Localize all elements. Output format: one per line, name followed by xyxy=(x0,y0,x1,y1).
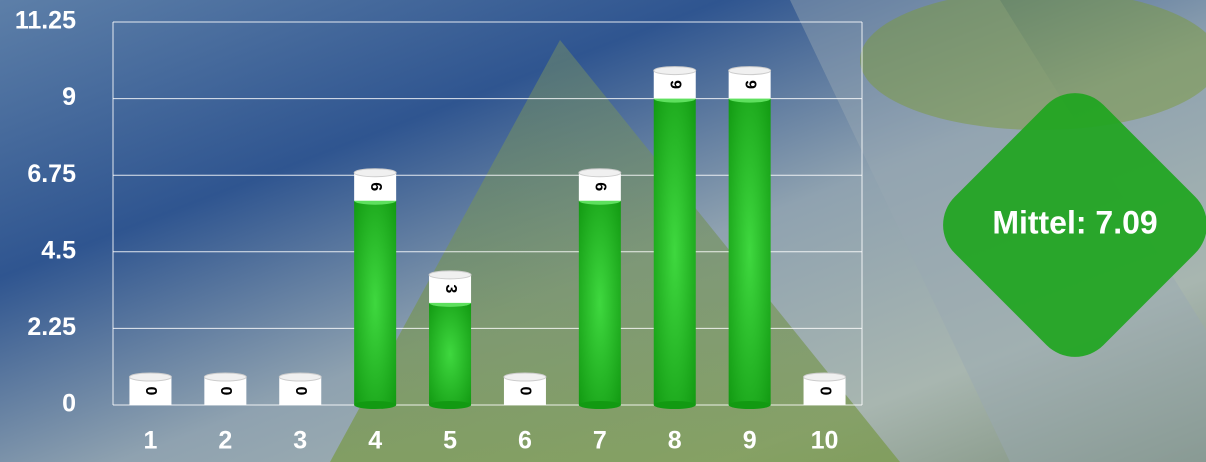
label-cap-top xyxy=(203,372,247,382)
bar xyxy=(728,98,771,405)
x-tick-label: 9 xyxy=(743,427,757,455)
label-cap-top xyxy=(503,372,547,382)
label-cap-top xyxy=(128,372,172,382)
y-tick-label: 4.5 xyxy=(41,236,76,264)
value-label: 6 xyxy=(367,182,384,191)
x-tick-label: 3 xyxy=(293,427,307,455)
y-tick-label: 0 xyxy=(62,390,76,418)
bar-base xyxy=(354,401,397,409)
bar xyxy=(578,200,621,405)
label-cap-top xyxy=(578,168,622,178)
label-cap-top xyxy=(278,372,322,382)
value-label: 9 xyxy=(741,80,758,89)
label-cap xyxy=(429,274,472,303)
y-tick-label: 6.75 xyxy=(27,160,76,188)
bar xyxy=(653,98,696,405)
mean-label: Mittel: 7.09 xyxy=(992,204,1157,240)
bar xyxy=(354,200,397,405)
x-tick-label: 6 xyxy=(518,427,532,455)
x-tick-label: 10 xyxy=(811,427,839,455)
x-tick-label: 2 xyxy=(218,427,232,455)
x-tick-label: 5 xyxy=(443,427,457,455)
label-cap xyxy=(728,70,771,99)
label-cap xyxy=(354,172,397,201)
value-label: 3 xyxy=(442,284,459,293)
mean-badge xyxy=(943,93,1206,357)
label-cap xyxy=(129,377,172,405)
label-cap xyxy=(653,70,696,99)
label-cap-top xyxy=(353,168,397,178)
x-tick-label: 4 xyxy=(368,427,382,455)
x-tick-label: 7 xyxy=(593,427,607,455)
bar xyxy=(429,302,472,405)
value-label: 0 xyxy=(517,387,534,396)
y-tick-label: 9 xyxy=(62,83,76,111)
x-tick-label: 8 xyxy=(668,427,682,455)
label-cap xyxy=(279,377,322,405)
x-tick-label: 1 xyxy=(143,427,157,455)
y-tick-label: 11.25 xyxy=(15,7,76,35)
value-label: 0 xyxy=(816,387,833,396)
label-cap-top xyxy=(653,66,697,76)
bar-base xyxy=(728,401,771,409)
tree xyxy=(860,0,1206,130)
y-tick-label: 2.25 xyxy=(27,313,76,341)
label-cap-top xyxy=(803,372,847,382)
value-label: 0 xyxy=(217,387,234,396)
value-label: 0 xyxy=(142,387,159,396)
label-cap-top xyxy=(728,66,772,76)
bar-base xyxy=(653,401,696,409)
bar-base xyxy=(578,401,621,409)
bar-base xyxy=(429,401,472,409)
value-label: 9 xyxy=(667,80,684,89)
label-cap xyxy=(803,377,846,405)
label-cap xyxy=(578,172,621,201)
value-label: 6 xyxy=(592,182,609,191)
value-label: 0 xyxy=(292,387,309,396)
label-cap xyxy=(503,377,546,405)
label-cap-top xyxy=(428,270,472,280)
label-cap xyxy=(204,377,247,405)
